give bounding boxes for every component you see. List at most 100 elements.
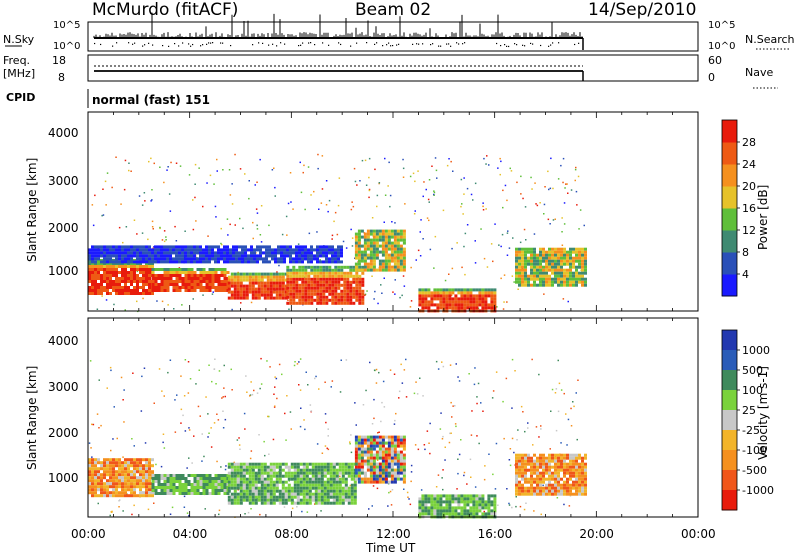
scatter-point <box>494 488 497 490</box>
heatmap-cell <box>302 471 306 475</box>
colorbar-segment <box>722 230 737 253</box>
heatmap-cell <box>278 492 282 496</box>
heatmap-cell <box>515 259 518 263</box>
heatmap-cell <box>148 458 151 462</box>
heatmap-cell <box>366 268 370 272</box>
heatmap-cell <box>521 253 524 257</box>
heatmap-cell <box>323 465 327 469</box>
heatmap-cell <box>298 283 302 287</box>
scatter-point <box>210 446 213 448</box>
scatter-point <box>551 388 554 391</box>
heatmap-cell <box>329 480 333 484</box>
heatmap-cell <box>354 471 358 475</box>
heatmap-cell <box>469 300 473 304</box>
heatmap-cell <box>178 274 182 277</box>
heatmap-cell <box>124 467 127 471</box>
heatmap-cell <box>266 492 270 496</box>
heatmap-cell <box>396 444 400 448</box>
power-ytick-4000: 4000 <box>48 126 79 140</box>
scatter-point <box>354 180 357 183</box>
heatmap-cell <box>196 248 199 252</box>
heatmap-cell <box>275 471 279 475</box>
heatmap-cell <box>94 260 97 264</box>
heatmap-cell <box>154 248 157 252</box>
heatmap-cell <box>302 492 306 496</box>
heatmap-cell <box>118 260 121 264</box>
heatmap-cell <box>338 498 342 502</box>
heatmap-cell <box>115 262 118 265</box>
heatmap-cell <box>169 271 173 274</box>
heatmap-cell <box>521 462 524 466</box>
heatmap-cell <box>142 289 145 292</box>
heatmap-cell <box>181 280 185 283</box>
heatmap-cell <box>244 251 247 255</box>
heatmap-cell <box>353 498 357 502</box>
scatter-point <box>184 359 187 361</box>
scatter-point <box>286 395 288 397</box>
heatmap-cell <box>236 501 240 505</box>
scatter-point <box>387 482 390 485</box>
scatter-point <box>317 167 319 170</box>
heatmap-cell <box>133 479 136 483</box>
heatmap-cell <box>334 292 338 296</box>
heatmap-cell <box>259 254 262 258</box>
heatmap-cell <box>524 465 527 469</box>
heatmap-cell <box>148 274 151 277</box>
heatmap-cell <box>320 471 324 475</box>
scatter-point <box>246 391 248 393</box>
scatter-point <box>550 157 552 160</box>
heatmap-cell <box>448 288 452 292</box>
heatmap-cell <box>181 286 185 289</box>
scatter-point <box>152 247 154 249</box>
scatter-point <box>250 381 252 383</box>
heatmap-cell <box>151 274 155 277</box>
heatmap-cell <box>94 470 97 474</box>
heatmap-cell <box>94 458 97 462</box>
heatmap-cell <box>233 477 237 481</box>
scatter-point <box>422 238 424 240</box>
heatmap-cell <box>118 271 121 274</box>
heatmap-cell <box>375 480 379 484</box>
heatmap-cell <box>133 265 136 268</box>
nsearch-dot <box>514 43 516 45</box>
heatmap-cell <box>581 271 584 275</box>
heatmap-cell <box>463 512 467 516</box>
heatmap-cell <box>337 248 340 252</box>
scatter-point <box>463 245 465 248</box>
heatmap-cell <box>331 286 335 290</box>
heatmap-cell <box>518 465 521 469</box>
scatter-point <box>502 308 505 310</box>
heatmap-cell <box>103 473 106 477</box>
heatmap-cell <box>515 253 518 257</box>
heatmap-cell <box>527 277 530 281</box>
scatter-point <box>383 406 386 408</box>
heatmap-cell <box>94 268 97 271</box>
heatmap-cell <box>308 498 312 502</box>
heatmap-cell <box>378 435 382 439</box>
heatmap-cell <box>551 250 554 254</box>
heatmap-cell <box>393 250 397 254</box>
heatmap-cell <box>375 244 379 248</box>
heatmap-cell <box>334 295 338 299</box>
scatter-point <box>163 395 165 397</box>
heatmap-cell <box>463 503 467 507</box>
heatmap-cell <box>160 257 163 261</box>
heatmap-cell <box>121 476 124 480</box>
heatmap-cell <box>460 506 464 510</box>
heatmap-cell <box>278 489 282 493</box>
heatmap-cell <box>187 492 191 495</box>
heatmap-cell <box>361 271 365 275</box>
scatter-point <box>408 498 410 500</box>
scatter-point <box>482 410 484 412</box>
scatter-point <box>113 303 115 306</box>
heatmap-cell <box>551 277 554 281</box>
heatmap-cell <box>253 254 256 258</box>
scatter-point <box>153 246 155 248</box>
heatmap-cell <box>326 468 330 472</box>
scatter-point <box>223 364 225 367</box>
heatmap-cell <box>91 470 94 474</box>
heatmap-cell <box>331 292 335 296</box>
heatmap-cell <box>286 251 289 255</box>
scatter-point <box>413 213 416 215</box>
heatmap-cell <box>295 286 299 290</box>
